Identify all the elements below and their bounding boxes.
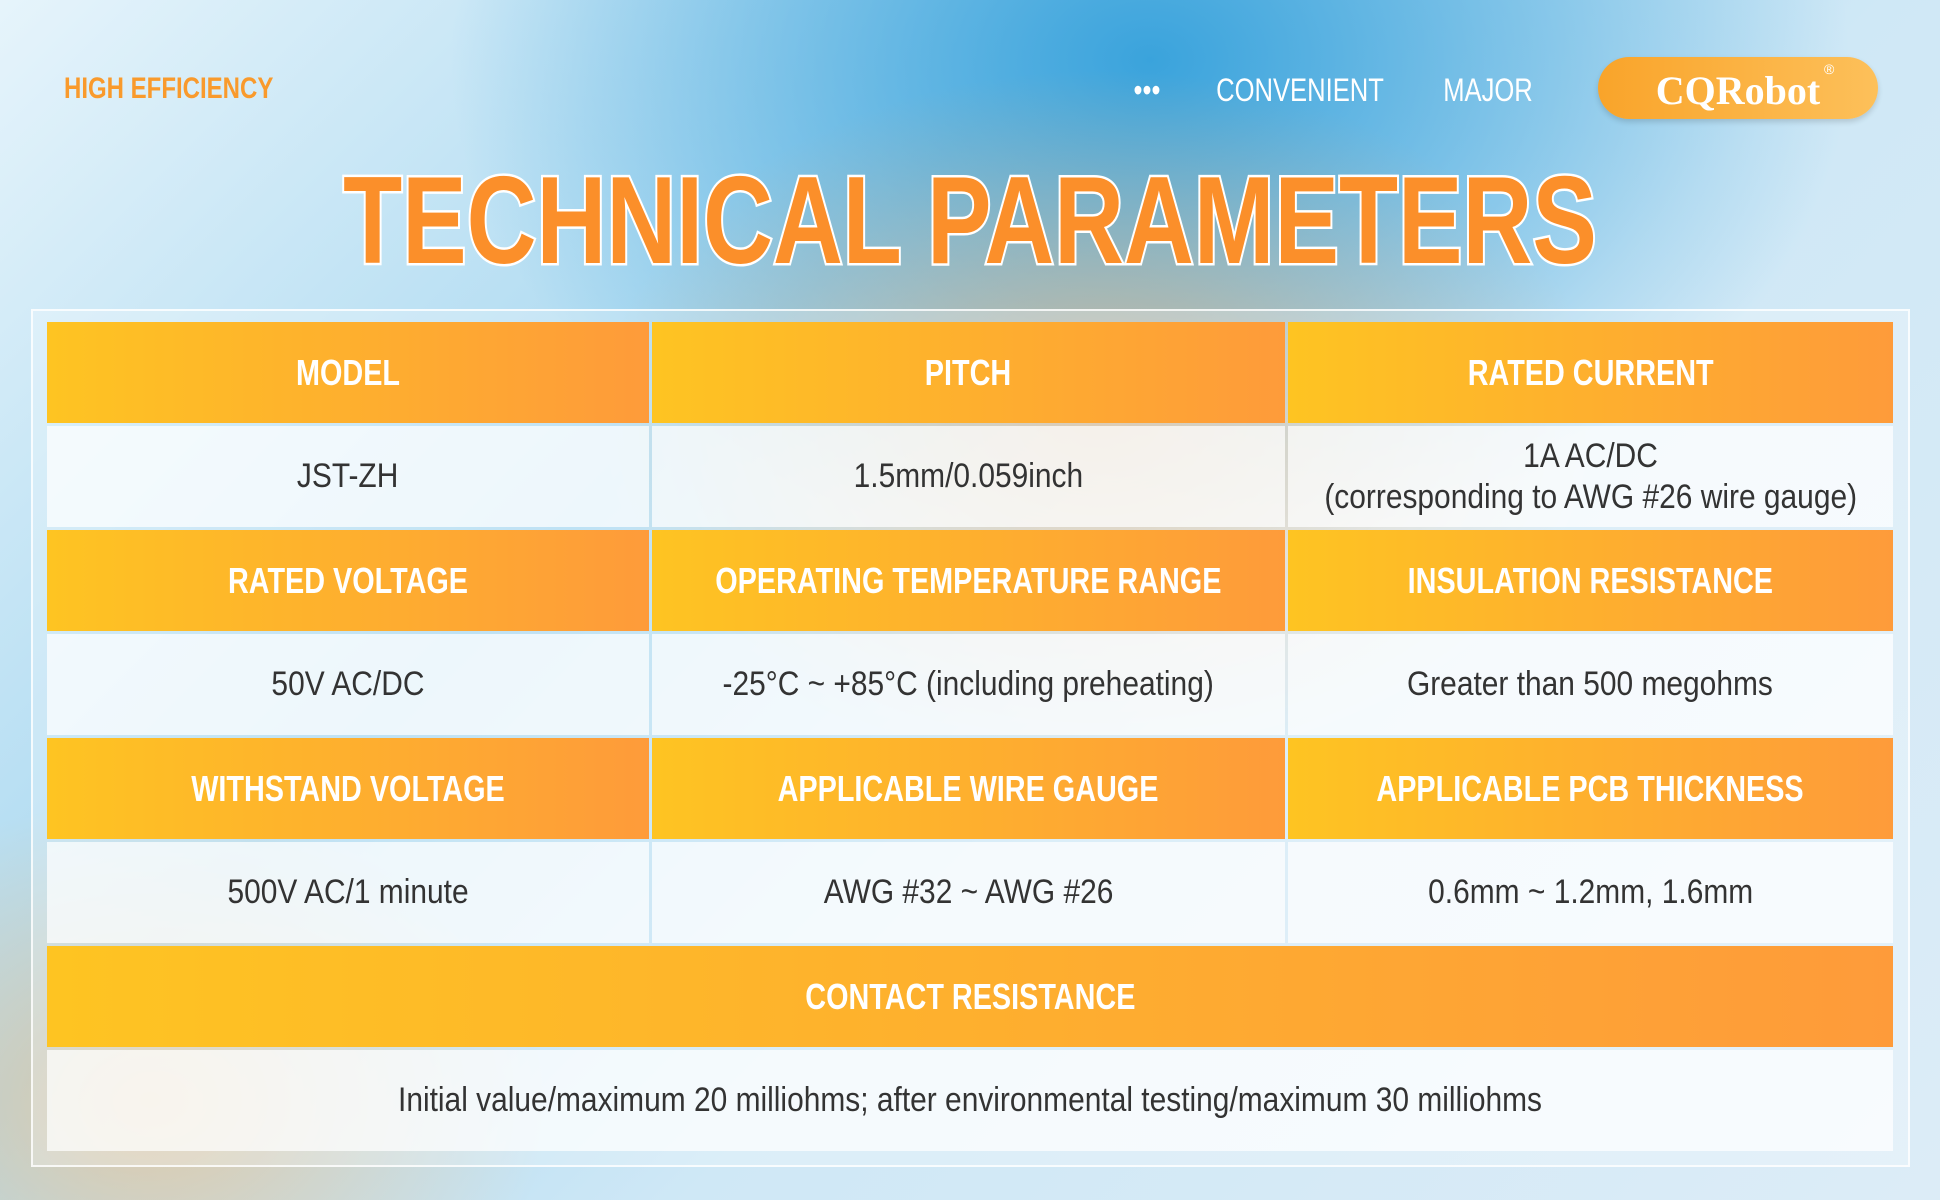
value-cell: 50V AC/DC — [47, 634, 649, 735]
nav-item[interactable]: CONVENIENT — [1216, 72, 1384, 108]
value-text: Initial value/maximum 20 milliohms; afte… — [397, 1081, 1542, 1120]
value-text: -25°C ~ +85°C (including preheating) — [722, 665, 1214, 704]
logo-text: CQRobot — [1655, 68, 1821, 113]
value-cell: 1A AC/DC (corresponding to AWG #26 wire g… — [1287, 426, 1893, 527]
logo-mark: ® — [1824, 61, 1835, 77]
value-text: 50V AC/DC — [271, 665, 425, 704]
value-cell: 1.5mm/0.059inch — [651, 426, 1285, 527]
value-text: Greater than 500 megohms — [1407, 665, 1774, 704]
header-text: APPLICABLE PCB THICKNESS — [1376, 767, 1804, 809]
parameter-table: MODEL PITCH RATED CURRENT JST-ZH 1.5mm/0.059… — [47, 322, 1893, 1151]
header-cell: APPLICABLE PCB THICKNESS — [1287, 738, 1893, 839]
header-text: OPERATING TEMPERATURE RANGE — [715, 559, 1222, 601]
value-cell: 0.6mm ~ 1.2mm, 1.6mm — [1287, 842, 1893, 943]
header-text: MODEL — [295, 351, 400, 393]
value-cell: Greater than 500 megohms — [1287, 634, 1893, 735]
value-text: (corresponding to AWG #26 wire gauge) — [1323, 477, 1857, 516]
value-cell: 500V AC/1 minute — [47, 842, 649, 943]
value-cell: AWG #32 ~ AWG #26 — [651, 842, 1285, 943]
value-cell: JST-ZH — [47, 426, 649, 527]
header-text: PITCH — [925, 351, 1012, 393]
header-cell: OPERATING TEMPERATURE RANGE — [651, 530, 1285, 631]
header-text: CONTACT RESISTANCE — [804, 975, 1136, 1017]
header-text: WITHSTAND VOLTAGE — [191, 767, 505, 809]
value-text: 500V AC/1 minute — [227, 873, 469, 912]
value-cell: Initial value/maximum 20 milliohms; afte… — [47, 1050, 1893, 1151]
nav-more[interactable]: ••• — [1133, 72, 1161, 108]
value-text: 1.5mm/0.059inch — [853, 457, 1083, 496]
value-text: AWG #32 ~ AWG #26 — [823, 873, 1114, 912]
value-text: 0.6mm ~ 1.2mm, 1.6mm — [1427, 873, 1753, 912]
page-title: TECHNICAL PARAMETERS — [341, 150, 1599, 293]
nav-item[interactable]: MAJOR — [1443, 72, 1533, 108]
header-cell: CONTACT RESISTANCE — [47, 946, 1893, 1047]
header-text: RATED CURRENT — [1467, 351, 1714, 393]
header-cell: INSULATION RESISTANCE — [1287, 530, 1893, 631]
value-cell: -25°C ~ +85°C (including preheating) — [651, 634, 1285, 735]
header-cell: WITHSTAND VOLTAGE — [47, 738, 649, 839]
header-text: INSULATION RESISTANCE — [1407, 559, 1773, 601]
value-text: JST-ZH — [297, 457, 399, 496]
header-cell: MODEL — [47, 322, 649, 423]
header-cell: RATED VOLTAGE — [47, 530, 649, 631]
header-text: RATED VOLTAGE — [227, 559, 468, 601]
tagline: HIGH EFFICIENCY — [64, 72, 274, 105]
header-cell: APPLICABLE WIRE GAUGE — [651, 738, 1285, 839]
header-cell: RATED CURRENT — [1287, 322, 1893, 423]
logo[interactable]: CQRobot ® — [1598, 57, 1878, 119]
value-text: 1A AC/DC — [1522, 436, 1658, 475]
header-cell: PITCH — [651, 322, 1285, 423]
header-text: APPLICABLE WIRE GAUGE — [777, 767, 1159, 809]
